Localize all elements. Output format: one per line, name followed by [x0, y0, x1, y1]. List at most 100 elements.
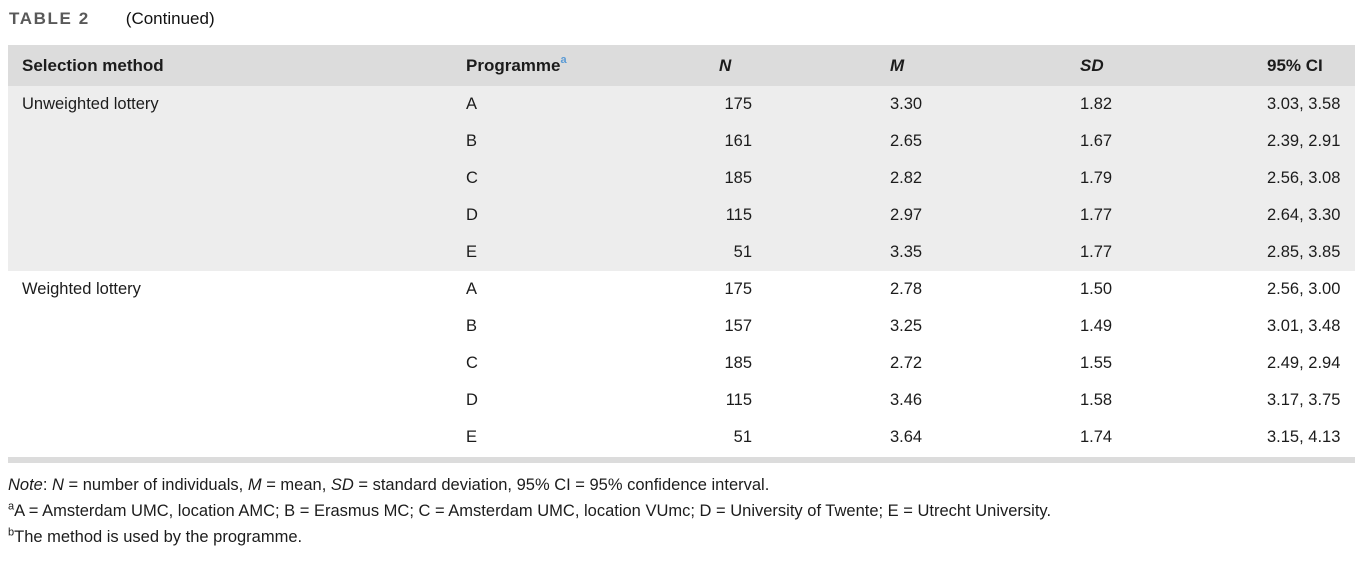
- selection-method-cell: [8, 382, 458, 419]
- m-cell: 2.65: [890, 132, 923, 150]
- sd-cell: 1.67: [1080, 132, 1113, 150]
- table-row: C 185 2.72 1.55 2.49, 2.94: [8, 345, 1355, 382]
- sd-cell: 1.77: [1080, 206, 1113, 224]
- table-header: Selection method Programmea N M SD 95% C…: [8, 45, 1355, 86]
- ci-cell: 2.56, 3.00: [1267, 280, 1341, 298]
- note-segment: M: [247, 476, 262, 494]
- sd-cell: 1.74: [1080, 428, 1113, 446]
- ci-cell: 2.39, 2.91: [1267, 132, 1341, 150]
- m-cell: 3.64: [890, 428, 923, 446]
- m-cell: 2.72: [890, 354, 923, 372]
- table-row: E 51 3.64 1.74 3.15, 4.13: [8, 419, 1355, 456]
- selection-method-cell: [8, 160, 458, 197]
- m-cell: 3.46: [890, 391, 923, 409]
- programme-cell: D: [466, 206, 478, 224]
- col-header-selection-method: Selection method: [22, 55, 164, 75]
- col-header-programme-label: Programme: [466, 55, 561, 75]
- selection-method-cell: [8, 419, 458, 456]
- table-row: B 161 2.65 1.67 2.39, 2.91: [8, 123, 1355, 160]
- results-table: Selection method Programmea N M SD 95% C…: [8, 45, 1355, 456]
- programme-cell: E: [466, 428, 478, 446]
- selection-method-cell: [8, 234, 458, 271]
- header-row: Selection method Programmea N M SD 95% C…: [8, 45, 1355, 86]
- table-row: D 115 3.46 1.58 3.17, 3.75: [8, 382, 1355, 419]
- n-cell: 51: [733, 428, 752, 446]
- table-row: Unweighted lottery A 175 3.30 1.82 3.03, 3.58: [8, 86, 1355, 123]
- table-row: B 157 3.25 1.49 3.01, 3.48: [8, 308, 1355, 345]
- table-caption-continued: (Continued): [125, 9, 215, 28]
- n-cell: 115: [725, 206, 752, 224]
- n-cell: 185: [724, 169, 752, 187]
- table-row: Weighted lottery A 175 2.78 1.50 2.56, 3.00: [8, 271, 1355, 308]
- selection-method-cell: [8, 197, 458, 234]
- programme-cell: C: [466, 354, 478, 372]
- m-cell: 2.82: [890, 169, 923, 187]
- m-cell: 2.97: [890, 206, 923, 224]
- table-body: Unweighted lottery A 175 3.30 1.82 3.03, 3.58…: [8, 86, 1355, 456]
- footnote-a-marker: a: [8, 500, 15, 513]
- selection-method-cell: [8, 308, 458, 345]
- ci-cell: 3.01, 3.48: [1267, 317, 1341, 335]
- sd-cell: 1.49: [1080, 317, 1113, 335]
- table-row: E 51 3.35 1.77 2.85, 3.85: [8, 234, 1355, 271]
- ci-cell: 3.17, 3.75: [1267, 391, 1341, 409]
- ci-cell: 2.64, 3.30: [1267, 206, 1341, 224]
- programme-footnote-link[interactable]: a: [560, 53, 567, 66]
- table-bottom-rule: [8, 457, 1355, 463]
- ci-cell: 3.03, 3.58: [1267, 95, 1341, 113]
- selection-method-cell: Unweighted lottery: [22, 95, 159, 113]
- selection-method-cell: [8, 123, 458, 160]
- n-cell: 161: [724, 132, 752, 150]
- note-segment: = number of individuals,: [63, 476, 248, 494]
- note-segment: = mean,: [261, 476, 331, 494]
- col-header-sd: SD: [1080, 55, 1104, 75]
- m-cell: 3.35: [890, 243, 923, 261]
- ci-cell: 3.15, 4.13: [1267, 428, 1341, 446]
- sd-cell: 1.58: [1080, 391, 1113, 409]
- table-row: D 115 2.97 1.77 2.64, 3.30: [8, 197, 1355, 234]
- selection-method-cell: [8, 345, 458, 382]
- footnotes: Note: N = number of individuals, M = mea…: [8, 472, 1355, 550]
- m-cell: 3.25: [890, 317, 923, 335]
- note-segment: SD: [330, 476, 354, 494]
- sd-cell: 1.50: [1080, 280, 1113, 298]
- n-cell: 175: [724, 95, 752, 113]
- programme-cell: B: [466, 132, 478, 150]
- sd-cell: 1.77: [1080, 243, 1113, 261]
- footnote-a: aA = Amsterdam UMC, location AMC; B = Er…: [8, 498, 1355, 524]
- note-segment: N: [52, 476, 64, 494]
- col-header-m: M: [890, 55, 905, 75]
- note-segment: Note: [8, 476, 43, 494]
- col-header-n: N: [719, 55, 732, 75]
- ci-cell: 2.56, 3.08: [1267, 169, 1341, 187]
- n-cell: 175: [724, 280, 752, 298]
- programme-cell: A: [466, 95, 478, 113]
- ci-cell: 2.85, 3.85: [1267, 243, 1341, 261]
- ci-cell: 2.49, 2.94: [1267, 354, 1341, 372]
- table-row: C 185 2.82 1.79 2.56, 3.08: [8, 160, 1355, 197]
- sd-cell: 1.79: [1080, 169, 1113, 187]
- footnote-b-marker: b: [8, 526, 15, 539]
- selection-method-cell: Weighted lottery: [22, 280, 141, 298]
- n-cell: 185: [724, 354, 752, 372]
- sd-cell: 1.55: [1080, 354, 1113, 372]
- n-cell: 115: [725, 391, 752, 409]
- footnote-b-text: The method is used by the programme.: [14, 528, 303, 546]
- programme-cell: A: [466, 280, 478, 298]
- col-header-programme: Programmea: [458, 45, 713, 86]
- col-header-ci: 95% CI: [1267, 55, 1323, 75]
- note-segment: :: [42, 476, 53, 494]
- m-cell: 3.30: [890, 95, 923, 113]
- programme-cell: B: [466, 317, 478, 335]
- m-cell: 2.78: [890, 280, 923, 298]
- footnote-b: bThe method is used by the programme.: [8, 524, 1355, 550]
- table-caption: TABLE 2 (Continued): [9, 8, 1355, 30]
- note-line: Note: N = number of individuals, M = mea…: [8, 472, 1355, 498]
- n-cell: 51: [733, 243, 752, 261]
- note-segment: = standard deviation, 95% CI = 95% confi…: [353, 476, 770, 494]
- sd-cell: 1.82: [1080, 95, 1113, 113]
- programme-cell: E: [466, 243, 478, 261]
- programme-cell: D: [466, 391, 478, 409]
- n-cell: 157: [724, 317, 752, 335]
- page: TABLE 2 (Continued) Selection method Prog…: [8, 8, 1355, 550]
